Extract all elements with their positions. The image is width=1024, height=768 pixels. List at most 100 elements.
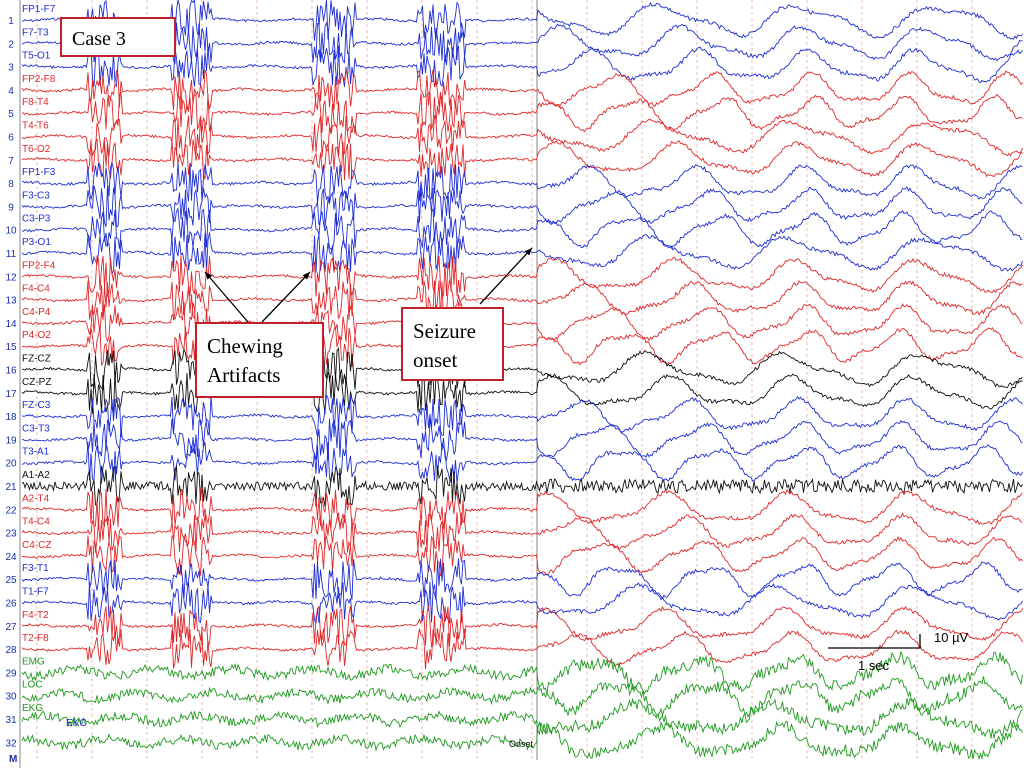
eeg-channel-trace	[21, 558, 1023, 601]
channel-label: T1-F7	[22, 587, 49, 598]
channel-number: 22	[5, 505, 17, 516]
channel-label: C4-P4	[22, 307, 51, 318]
channel-label: C4-CZ	[22, 540, 51, 551]
eeg-channel-trace	[21, 697, 1023, 739]
annotation-arrow-line	[204, 271, 249, 323]
channel-number: 24	[5, 552, 17, 563]
channel-number: 17	[5, 389, 17, 400]
channel-number: 11	[6, 249, 17, 260]
eeg-channel-trace	[21, 371, 1023, 414]
channel-label: C3-T3	[22, 423, 50, 434]
channel-labels: 1FP1-F72F7-T33T5-O14FP2-F85F8-T46T4-T67T…	[5, 4, 55, 749]
eeg-channel-trace	[21, 279, 1023, 322]
channel-number: 7	[8, 156, 14, 167]
seizure-label-line1: Seizure	[413, 319, 476, 343]
channel-number: 14	[5, 319, 17, 330]
channel-label: FZ-C3	[22, 400, 51, 411]
channel-number: 6	[8, 133, 14, 144]
time-gridlines	[19, 0, 973, 768]
channel-number: 25	[5, 575, 17, 586]
channel-number: 3	[8, 63, 14, 74]
eeg-channel-trace	[21, 720, 1023, 761]
channel-number: 28	[5, 645, 17, 656]
eeg-channel-trace	[21, 255, 1023, 298]
seizure-onset-box: Seizure onset	[401, 307, 504, 381]
eeg-channel-trace	[21, 185, 1023, 228]
channel-number: 18	[5, 412, 17, 423]
eeg-channel-trace	[21, 0, 1023, 41]
case-label: Case 3	[72, 28, 126, 50]
channel-label: F4-T2	[22, 610, 49, 621]
channel-label: EKG	[22, 703, 43, 714]
ekg-label: EKG	[66, 718, 88, 729]
channel-label: EMG	[22, 656, 45, 667]
eeg-channel-trace	[21, 535, 1023, 577]
eeg-channel-trace	[21, 232, 1023, 276]
channel-label: T3-A1	[22, 447, 50, 458]
channel-label: T4-T6	[22, 121, 49, 132]
channel-number: 29	[5, 668, 17, 679]
chewing-artifacts-box: Chewing Artifacts	[195, 322, 324, 398]
channel-number: 21	[5, 482, 17, 493]
eeg-channel-trace	[21, 45, 1023, 88]
channel-label: C3-P3	[22, 214, 51, 225]
channel-number: 9	[8, 202, 14, 213]
channel-label: T4-C4	[22, 517, 50, 528]
eeg-channel-trace	[21, 301, 1023, 343]
eeg-channel-trace	[21, 347, 1023, 391]
case-label-box: Case 3	[60, 17, 176, 57]
chewing-label-line2: Artifacts	[207, 363, 281, 387]
eeg-channel-trace	[21, 114, 1023, 158]
channel-label: FP1-F7	[22, 4, 56, 15]
eeg-channel-trace	[21, 487, 1023, 530]
channel-number: 23	[5, 529, 17, 540]
eeg-channel-trace	[21, 324, 1023, 367]
channel-label: F8-T4	[22, 97, 49, 108]
eeg-channel-trace	[21, 69, 1023, 111]
channel-number: 31	[5, 715, 17, 726]
channel-label: FP2-F8	[22, 74, 56, 85]
channel-number: 1	[8, 16, 14, 27]
channel-traces	[21, 0, 1023, 761]
eeg-channel-trace	[21, 676, 1023, 718]
scale-amplitude-label: 10 µV	[934, 630, 969, 645]
annotation-arrow-line	[261, 271, 311, 323]
eeg-channel-trace	[21, 628, 1023, 670]
channel-number: 2	[8, 39, 14, 50]
channel-label: LOC	[22, 680, 43, 691]
channel-label: T2-F8	[22, 633, 49, 644]
annotation-arrow-line	[479, 247, 533, 305]
channel-number: 4	[8, 86, 14, 97]
onset-marker-label: Onset	[509, 739, 534, 749]
eeg-channel-trace	[21, 394, 1023, 438]
scale-bar-line	[828, 634, 921, 649]
eeg-channel-trace	[21, 207, 1023, 251]
eeg-channel-trace	[21, 138, 1023, 181]
channel-label: P4-O2	[22, 330, 51, 341]
eeg-channel-trace	[21, 441, 1023, 484]
eeg-channel-trace	[21, 512, 1023, 553]
channel-label: T5-O1	[22, 51, 51, 62]
eeg-channel-trace	[21, 21, 1023, 65]
eeg-channel-trace	[21, 650, 1023, 695]
channel-number: 26	[5, 599, 17, 610]
seizure-label-line2: onset	[413, 348, 458, 372]
channel-label: P3-O1	[22, 237, 51, 248]
channel-label: FZ-CZ	[22, 354, 51, 365]
channel-label: CZ-PZ	[22, 377, 51, 388]
channel-number: 30	[5, 692, 17, 703]
montage-marker: M	[9, 754, 18, 765]
channel-number: 8	[8, 179, 14, 190]
eeg-channel-trace	[21, 465, 1023, 507]
eeg-channel-trace	[21, 162, 1023, 203]
channel-number: 5	[8, 109, 14, 120]
channel-number: 15	[5, 342, 17, 353]
channel-number: 27	[5, 622, 17, 633]
eeg-channel-trace	[21, 581, 1023, 624]
channel-label: T6-O2	[22, 144, 51, 155]
channel-label: FP2-F4	[22, 260, 56, 271]
chewing-label-line1: Chewing	[207, 334, 283, 358]
channel-label: FP1-F3	[22, 167, 56, 178]
scale-time-label: 1 sec	[858, 658, 890, 673]
channel-number: 16	[5, 366, 17, 377]
